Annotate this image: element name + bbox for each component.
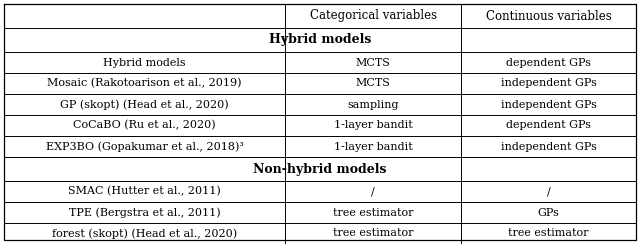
Text: sampling: sampling: [348, 100, 399, 110]
Text: 1-layer bandit: 1-layer bandit: [333, 142, 412, 152]
Text: Continuous variables: Continuous variables: [486, 10, 611, 22]
Text: GP (skopt) (Head et al., 2020): GP (skopt) (Head et al., 2020): [60, 99, 229, 110]
Text: /: /: [547, 186, 550, 196]
Text: Non-hybrid models: Non-hybrid models: [253, 163, 387, 175]
Text: TPE (Bergstra et al., 2011): TPE (Bergstra et al., 2011): [69, 207, 220, 218]
Text: independent GPs: independent GPs: [500, 100, 596, 110]
Text: GPs: GPs: [538, 207, 559, 217]
Text: tree estimator: tree estimator: [333, 228, 413, 238]
Text: tree estimator: tree estimator: [333, 207, 413, 217]
Text: EXP3BO (Gopakumar et al., 2018)³: EXP3BO (Gopakumar et al., 2018)³: [45, 141, 244, 152]
Text: MCTS: MCTS: [356, 79, 390, 89]
Text: independent GPs: independent GPs: [500, 142, 596, 152]
Text: Mosaic (Rakotoarison et al., 2019): Mosaic (Rakotoarison et al., 2019): [47, 78, 242, 89]
Text: SMAC (Hutter et al., 2011): SMAC (Hutter et al., 2011): [68, 186, 221, 197]
Text: Categorical variables: Categorical variables: [310, 10, 436, 22]
Text: CoCaBO (Ru et al., 2020): CoCaBO (Ru et al., 2020): [74, 120, 216, 131]
Text: Hybrid models: Hybrid models: [269, 33, 371, 47]
Text: dependent GPs: dependent GPs: [506, 121, 591, 131]
Text: forest (skopt) (Head et al., 2020): forest (skopt) (Head et al., 2020): [52, 228, 237, 239]
Text: tree estimator: tree estimator: [508, 228, 589, 238]
Text: Hybrid models: Hybrid models: [103, 58, 186, 68]
Text: 1-layer bandit: 1-layer bandit: [333, 121, 412, 131]
Text: MCTS: MCTS: [356, 58, 390, 68]
Text: dependent GPs: dependent GPs: [506, 58, 591, 68]
Text: /: /: [371, 186, 375, 196]
Text: independent GPs: independent GPs: [500, 79, 596, 89]
